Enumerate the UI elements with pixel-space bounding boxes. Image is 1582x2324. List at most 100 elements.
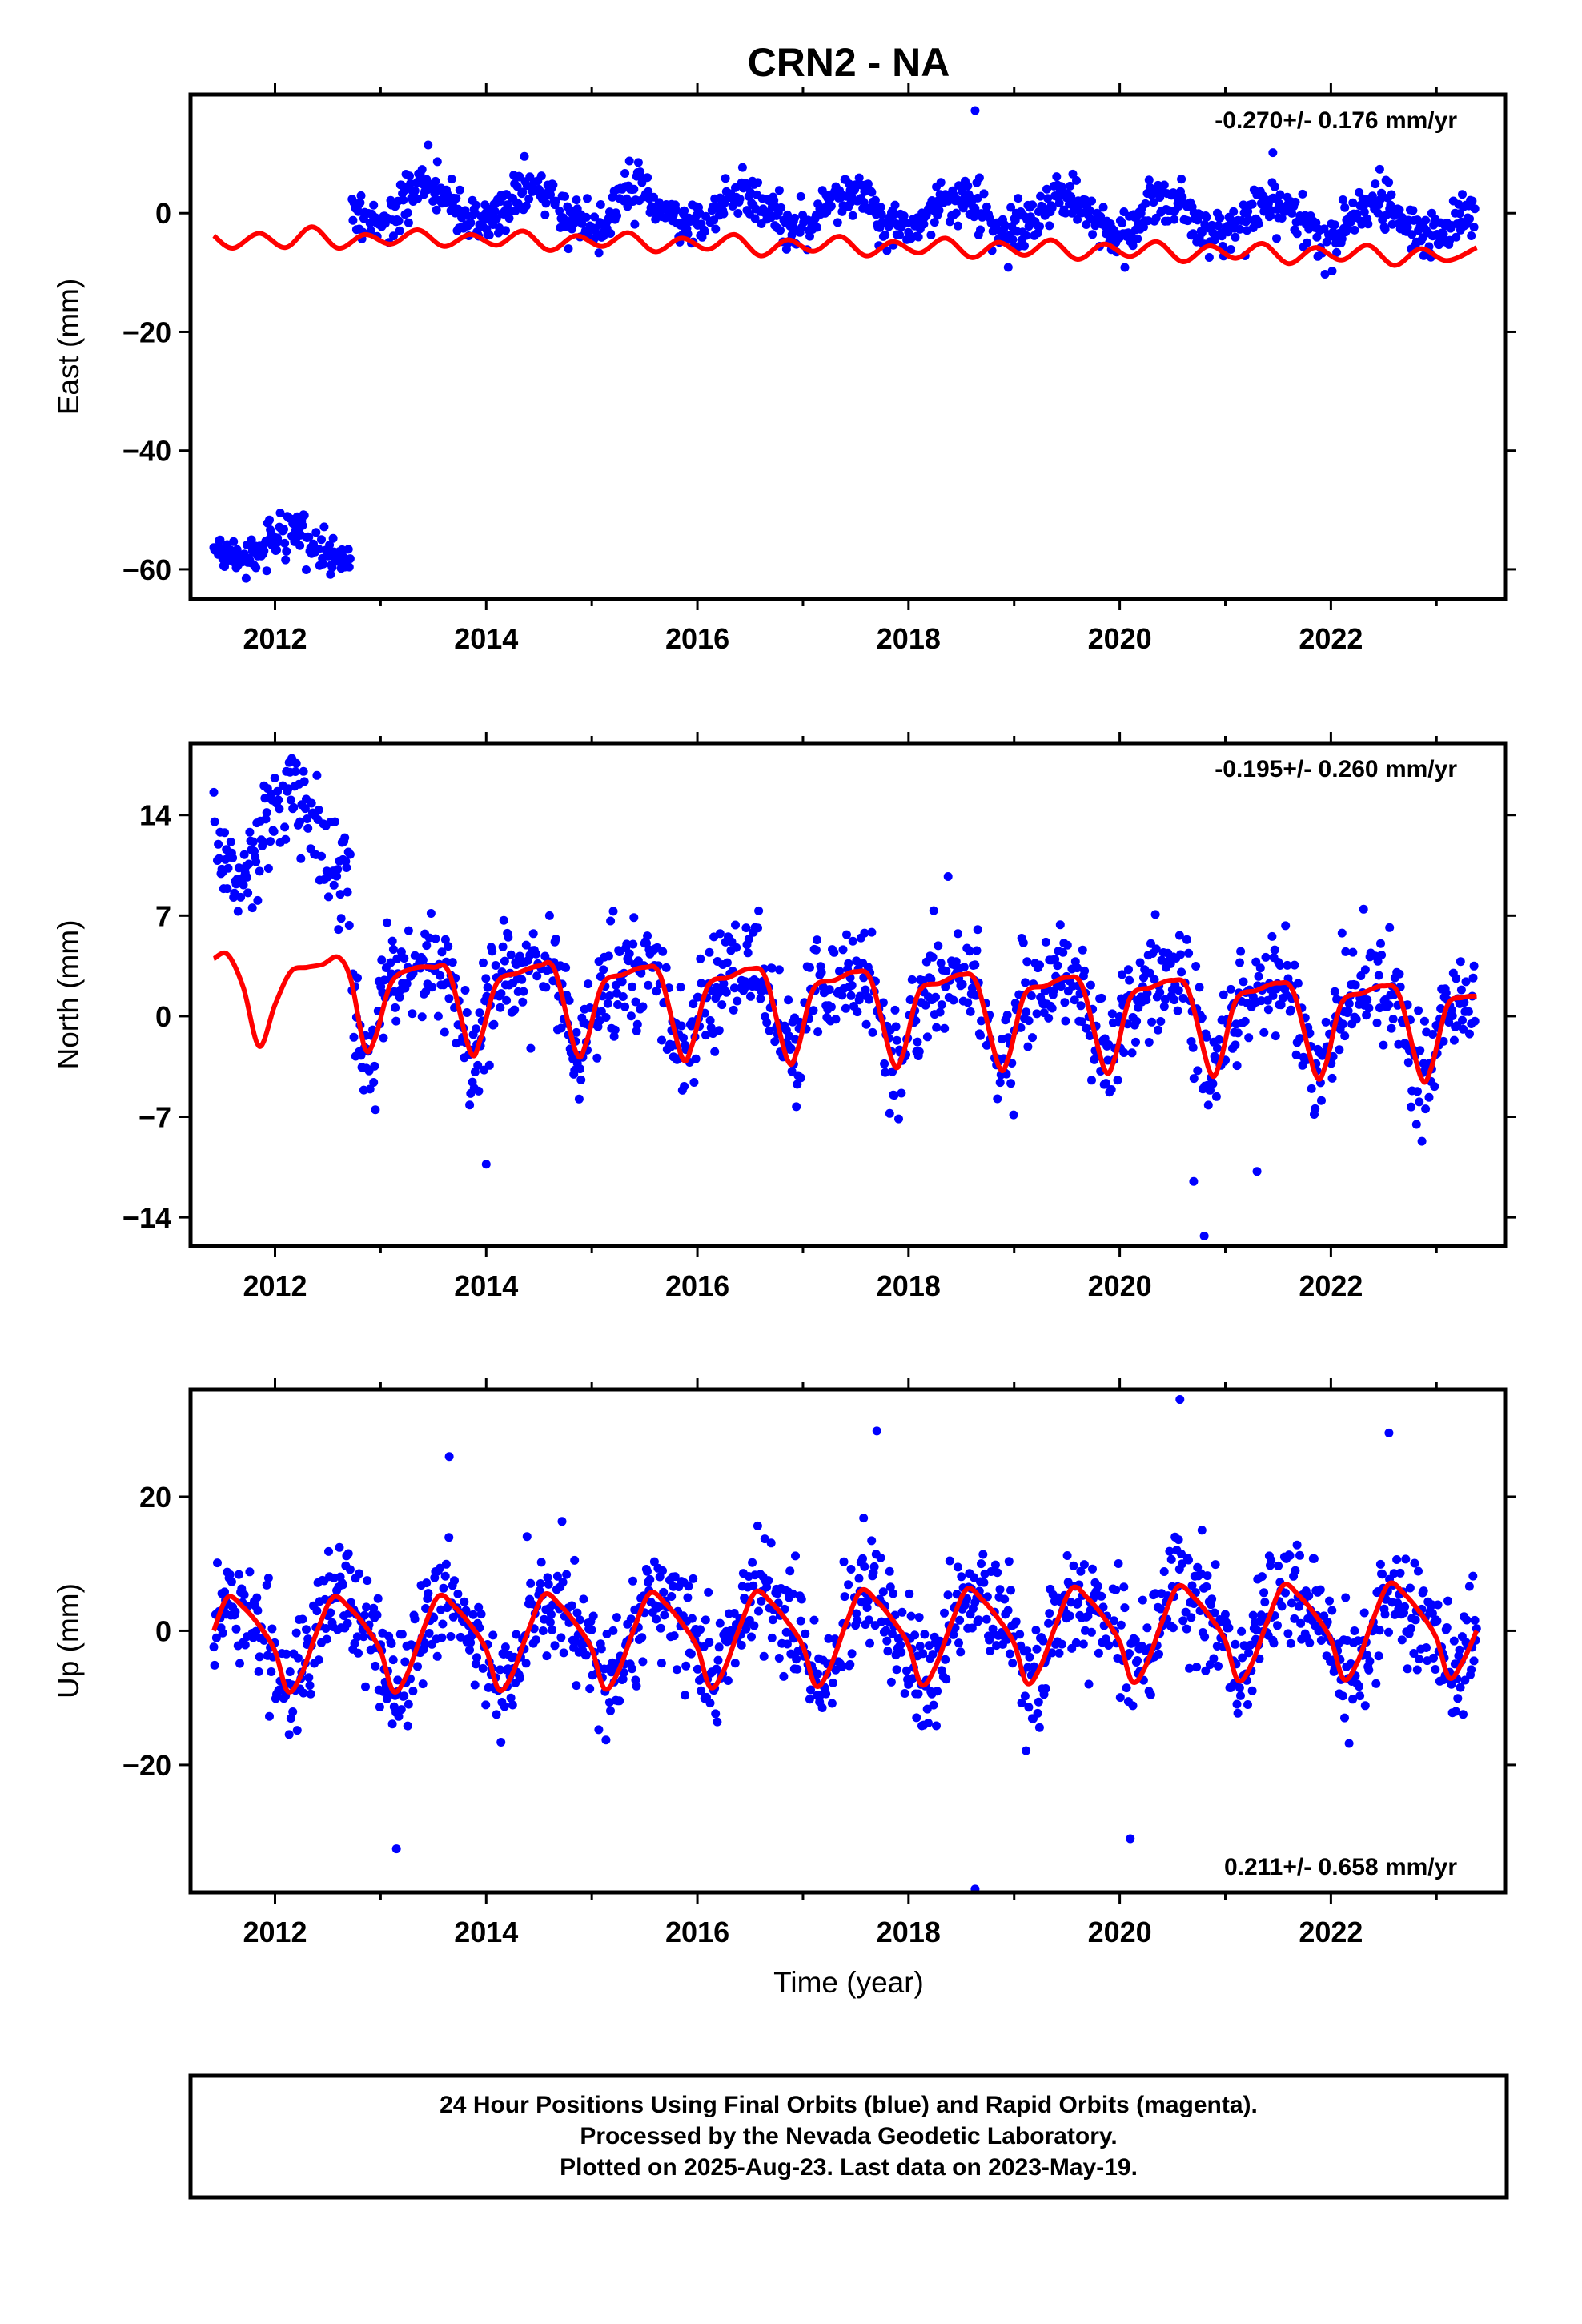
up-point	[1277, 1602, 1287, 1611]
up-point	[302, 1625, 311, 1634]
up-point	[853, 1616, 862, 1626]
north-point	[1041, 937, 1050, 947]
north-xtick-label: 2020	[1088, 1269, 1152, 1302]
up-rate-label: 0.211+/- 0.658 mm/yr	[1224, 1854, 1457, 1880]
up-point	[683, 1593, 693, 1602]
north-point	[1006, 1079, 1016, 1088]
up-point	[354, 1648, 363, 1658]
up-point	[878, 1587, 888, 1597]
north-point	[541, 983, 551, 992]
north-point	[796, 1073, 805, 1083]
up-point	[713, 1717, 722, 1727]
up-point	[955, 1615, 965, 1625]
north-point	[592, 1053, 602, 1063]
north-point	[689, 1078, 699, 1087]
up-point	[1384, 1627, 1393, 1637]
up-point	[562, 1570, 572, 1579]
east-point	[299, 511, 309, 520]
up-point	[369, 1603, 379, 1613]
up-point	[897, 1607, 907, 1617]
up-point	[792, 1655, 801, 1664]
north-point	[721, 987, 731, 997]
north-point	[846, 991, 856, 1000]
north-point	[1174, 986, 1183, 995]
up-point	[797, 1594, 806, 1604]
east-point	[1291, 197, 1300, 207]
east-point	[672, 206, 681, 215]
up-point	[552, 1571, 562, 1581]
up-outlier-point	[1384, 1428, 1394, 1437]
north-point	[1053, 961, 1062, 971]
up-point	[361, 1682, 370, 1691]
up-point	[912, 1713, 921, 1723]
north-point	[1430, 1082, 1439, 1092]
up-point	[1177, 1549, 1186, 1558]
up-point	[1115, 1693, 1125, 1703]
up-ytick-label: −20	[122, 1749, 171, 1782]
up-point	[1045, 1609, 1054, 1618]
up-point	[1214, 1661, 1223, 1671]
east-point	[1215, 213, 1225, 223]
north-point	[865, 995, 873, 1004]
up-point	[1364, 1665, 1374, 1675]
up-point	[754, 1606, 763, 1616]
up-point	[1257, 1572, 1267, 1582]
up-point	[1011, 1617, 1021, 1626]
north-point	[885, 1108, 894, 1118]
north-point	[489, 1019, 499, 1029]
up-point	[496, 1665, 505, 1675]
north-point	[526, 1043, 536, 1053]
footer-line-2: Processed by the Nevada Geodetic Laborat…	[580, 2123, 1117, 2149]
north-point	[473, 1060, 483, 1070]
up-point	[713, 1655, 723, 1665]
north-point	[631, 997, 640, 1007]
north-point	[606, 916, 616, 926]
east-point	[431, 176, 440, 186]
up-point	[418, 1679, 428, 1689]
up-point	[558, 1578, 568, 1587]
up-point	[468, 1610, 478, 1619]
up-point	[1079, 1560, 1089, 1570]
north-point	[261, 814, 271, 824]
up-point	[1098, 1602, 1108, 1612]
north-point	[805, 963, 814, 972]
east-point	[337, 545, 347, 554]
up-point	[759, 1651, 769, 1661]
up-point	[627, 1664, 636, 1674]
north-point	[677, 1021, 686, 1031]
up-point	[839, 1557, 849, 1566]
north-point	[976, 1031, 985, 1040]
up-point	[1315, 1585, 1325, 1594]
north-point	[1154, 1025, 1162, 1035]
footer-box: 24 Hour Positions Using Final Orbits (bl…	[188, 2073, 1509, 2200]
up-point	[747, 1632, 756, 1642]
north-point	[949, 995, 958, 1005]
up-point	[450, 1576, 459, 1586]
north-point	[1351, 980, 1360, 990]
east-point	[1120, 263, 1130, 272]
up-point	[572, 1681, 581, 1691]
east-point	[1352, 209, 1362, 219]
north-point	[1131, 1037, 1140, 1047]
up-outlier-point	[444, 1452, 454, 1462]
north-point	[762, 1018, 772, 1027]
north-point	[643, 931, 652, 941]
east-point	[889, 210, 899, 219]
north-point	[317, 851, 326, 861]
east-point	[304, 533, 314, 542]
up-point	[420, 1638, 429, 1648]
up-point	[231, 1624, 241, 1634]
up-point	[645, 1574, 655, 1584]
east-point	[1275, 190, 1285, 199]
up-point	[1427, 1600, 1436, 1610]
up-point	[817, 1703, 827, 1712]
up-point	[440, 1571, 450, 1581]
up-point	[809, 1615, 819, 1625]
up-point	[413, 1662, 422, 1671]
north-point	[826, 1002, 836, 1011]
north-point	[1144, 1038, 1154, 1047]
north-point	[1415, 1046, 1425, 1055]
up-point	[211, 1633, 221, 1642]
north-point	[440, 935, 450, 944]
north-point	[679, 1033, 688, 1043]
